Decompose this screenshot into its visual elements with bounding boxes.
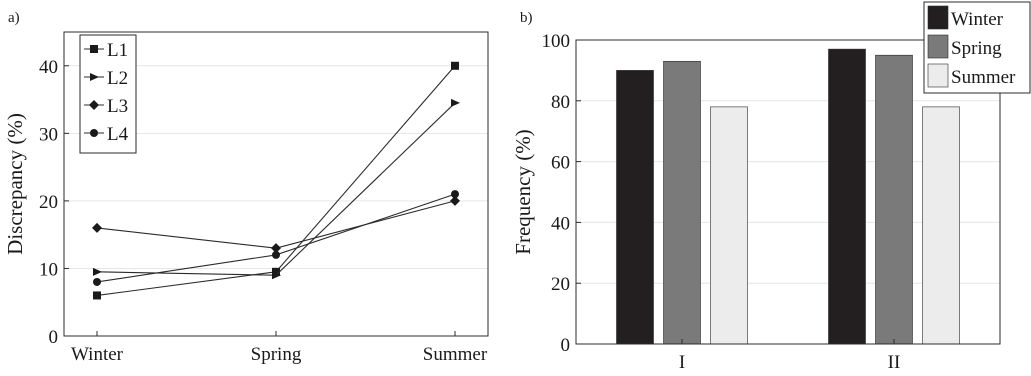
panel-a-y-axis-label: Discrepancy (%) [3, 113, 27, 255]
legend-spring-swatch [927, 34, 949, 59]
legend-l3-marker [89, 100, 99, 110]
panel-b-y-tick-label: 100 [542, 31, 571, 52]
series-l3 [92, 195, 460, 254]
panel-b-x-tick-label-i: I [679, 352, 685, 373]
legend-summer-swatch [927, 63, 949, 88]
legend-winter-label: Winter [951, 9, 1004, 30]
series-l4-point [451, 190, 459, 199]
series-l3-point [92, 222, 102, 233]
panel-b-y-tick-label: 0 [561, 335, 571, 356]
legend-l3-label: L3 [107, 96, 128, 117]
panel-b-legend: Winter Spring Summer [923, 1, 1031, 94]
series-l1-point [451, 61, 459, 70]
panel-b-x-tick-label-ii: II [888, 352, 901, 373]
bar-spring-ii [875, 54, 913, 345]
panel-a-y-tick-label: 10 [39, 259, 58, 280]
legend-summer-label: Summer [951, 67, 1016, 88]
panel-a-x-tick-label-winter: Winter [71, 344, 124, 365]
series-l4-point [93, 277, 101, 286]
legend-l2-label: L2 [107, 68, 128, 89]
series-l3-point [271, 243, 281, 254]
bar-winter-ii [828, 48, 866, 345]
series-l4-point [272, 250, 280, 259]
panel-a-line-chart: a) 0 10 20 30 40 Winter Spring Summer Discrepan… [3, 10, 489, 365]
series-l2-point [451, 98, 460, 107]
bar-spring-i [663, 60, 701, 345]
panel-b-plot-frame [575, 39, 1001, 345]
panel-a-series [92, 61, 460, 300]
panel-b-y-tick-label: 60 [551, 153, 570, 174]
series-l4 [93, 190, 459, 286]
legend-l4-marker [90, 129, 98, 137]
panel-b-y-axis-label: Frequency (%) [511, 129, 535, 254]
bar-winter-i [616, 70, 654, 345]
panel-b-y-tick-label: 20 [551, 274, 570, 295]
panel-a-y-tick-label: 0 [49, 327, 59, 348]
panel-a-x-tick-label-spring: Spring [251, 344, 302, 365]
series-l1-point [93, 291, 101, 300]
legend-l1-marker [90, 45, 98, 53]
legend-l1-label: L1 [107, 40, 128, 61]
series-l2-point [93, 267, 102, 276]
panel-a-y-tick-label: 30 [39, 124, 58, 145]
legend-l2-marker [90, 73, 99, 81]
panel-a-label: a) [8, 10, 20, 26]
series-l3-line [96, 200, 456, 249]
panel-b-y-tick-label: 80 [551, 92, 570, 113]
panel-a-x-tick-label-summer: Summer [423, 344, 488, 365]
bar-summer-ii [922, 106, 960, 345]
legend-spring-label: Spring [951, 38, 1002, 59]
bar-summer-i [710, 106, 748, 345]
legend-winter-swatch [927, 5, 949, 30]
series-l1-line [96, 65, 456, 297]
panel-a-legend: L1 L2 L3 L4 [79, 34, 137, 154]
panel-a-ticks: 0 10 20 30 40 Winter Spring Summer [39, 57, 488, 365]
series-l3-point [450, 195, 460, 206]
series-l1 [93, 61, 459, 300]
panel-b-y-tick-label: 40 [551, 213, 570, 234]
panel-a-y-tick-label: 20 [39, 192, 58, 213]
legend-l4-label: L4 [107, 124, 129, 145]
panel-b-bars [616, 48, 960, 345]
series-l1-point [272, 267, 280, 276]
series-l2-point [272, 271, 281, 280]
panel-b-label: b) [520, 10, 533, 26]
panel-a-y-tick-label: 40 [39, 57, 58, 78]
